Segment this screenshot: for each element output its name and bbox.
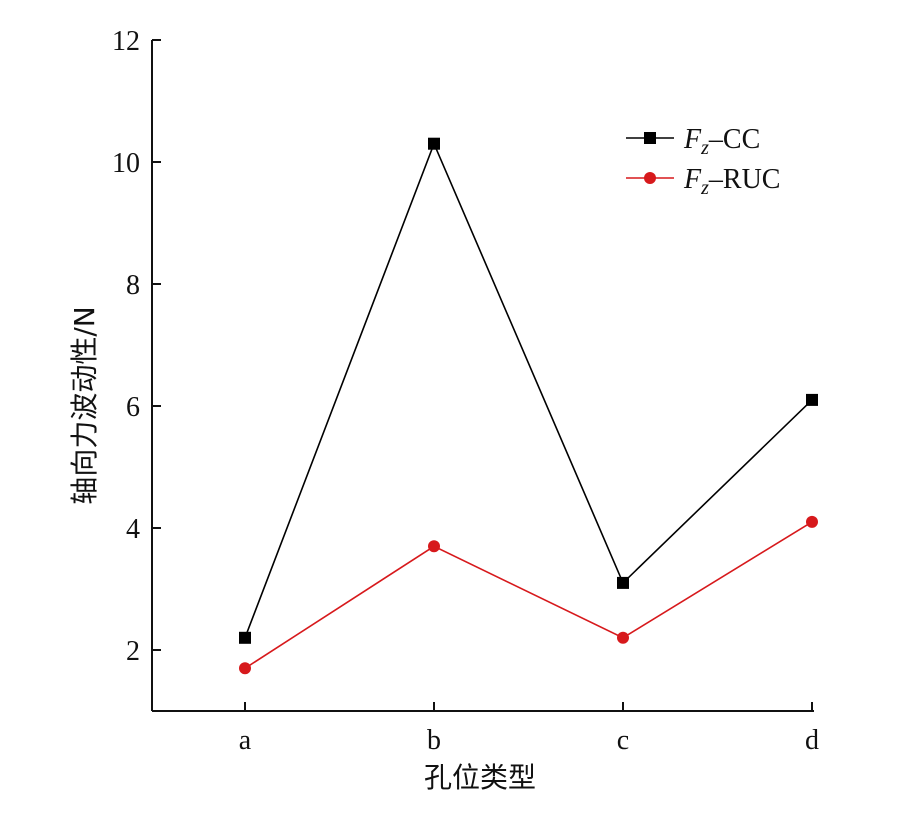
data-point-square bbox=[617, 576, 629, 589]
data-point-square bbox=[428, 137, 440, 150]
y-tick-label: 12 bbox=[112, 26, 140, 57]
y-axis-title: 轴向力波动性/N bbox=[68, 306, 101, 504]
data-point-circle bbox=[617, 631, 629, 644]
legend-label: Fz–RUC bbox=[683, 164, 780, 199]
y-tick-label: 4 bbox=[126, 514, 140, 545]
series-line-1 bbox=[244, 141, 813, 639]
data-point-square bbox=[806, 393, 818, 406]
y-tick-label: 6 bbox=[126, 392, 140, 423]
x-tick-label: a bbox=[239, 725, 252, 756]
series-layer bbox=[239, 137, 818, 675]
data-point-circle bbox=[428, 540, 440, 553]
data-point-circle bbox=[239, 662, 251, 675]
x-tick-label: c bbox=[617, 725, 629, 756]
y-tick-label: 10 bbox=[112, 148, 140, 179]
series-line-2 bbox=[244, 521, 813, 669]
y-tick-label: 8 bbox=[126, 270, 140, 301]
legend-marker-square bbox=[644, 132, 656, 144]
legend-marker-circle bbox=[644, 172, 656, 184]
x-tick-label: b bbox=[427, 725, 441, 756]
data-point-circle bbox=[806, 515, 818, 528]
y-tick-label: 2 bbox=[126, 636, 140, 667]
x-tick-label: d bbox=[805, 725, 819, 756]
y-ticks: 2 4 6 8 10 12 bbox=[112, 26, 161, 667]
legend: Fz–CC Fz–RUC bbox=[626, 124, 780, 199]
x-axis-title: 孔位类型 bbox=[424, 761, 536, 794]
x-ticks: a b c d bbox=[239, 702, 819, 756]
legend-label: Fz–CC bbox=[683, 124, 760, 159]
axes bbox=[151, 40, 814, 712]
data-point-square bbox=[239, 631, 251, 644]
